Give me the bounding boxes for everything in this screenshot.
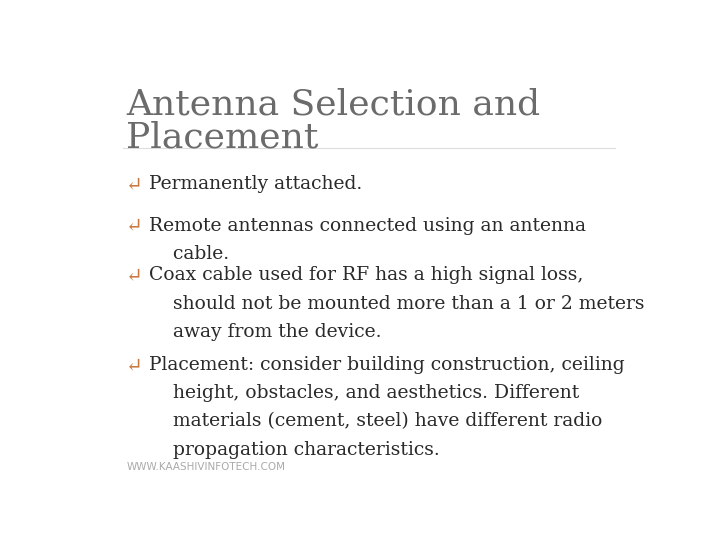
Text: ↵: ↵ (126, 266, 143, 286)
Text: Placement: Placement (126, 121, 319, 155)
Text: ↵: ↵ (126, 356, 143, 375)
Text: WWW.KAASHIVINFOTECH.COM: WWW.KAASHIVINFOTECH.COM (126, 462, 285, 472)
Text: Permanently attached.: Permanently attached. (148, 175, 362, 193)
Text: ↵: ↵ (126, 217, 143, 235)
Text: Coax cable used for RF has a high signal loss,: Coax cable used for RF has a high signal… (148, 266, 583, 285)
Text: Placement: consider building construction, ceiling: Placement: consider building constructio… (148, 356, 624, 374)
Text: materials (cement, steel) have different radio: materials (cement, steel) have different… (148, 413, 602, 430)
Text: Remote antennas connected using an antenna: Remote antennas connected using an anten… (148, 217, 585, 234)
Text: should not be mounted more than a 1 or 2 meters: should not be mounted more than a 1 or 2… (148, 295, 644, 313)
Text: height, obstacles, and aesthetics. Different: height, obstacles, and aesthetics. Diffe… (148, 384, 579, 402)
Text: cable.: cable. (148, 245, 229, 263)
Text: ↵: ↵ (126, 175, 143, 194)
FancyBboxPatch shape (81, 58, 657, 487)
Text: propagation characteristics.: propagation characteristics. (148, 441, 439, 458)
Text: away from the device.: away from the device. (148, 323, 381, 341)
Text: Antenna Selection and: Antenna Selection and (126, 87, 541, 122)
